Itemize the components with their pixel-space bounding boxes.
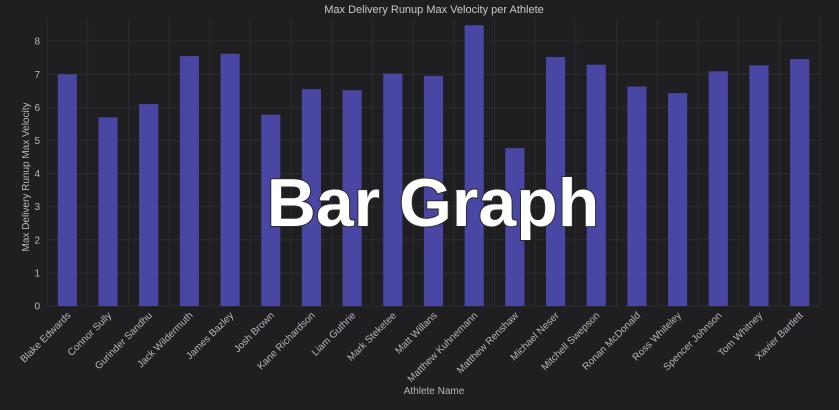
bar: [423, 75, 444, 307]
x-tick-label: Josh Brown: [232, 310, 277, 355]
grid-lines: [46, 18, 821, 307]
bar: [301, 89, 322, 306]
x-tick-label: Blake Edwards: [19, 310, 74, 365]
bar: [261, 114, 281, 306]
y-tick-label: 0: [34, 302, 40, 313]
watermark-overlay: Bar Graph: [267, 165, 600, 241]
bar: [790, 59, 810, 306]
bar: [708, 71, 728, 306]
y-tick-label: 1: [34, 268, 40, 279]
y-tick-label: 8: [34, 37, 40, 48]
bar: [98, 117, 118, 306]
bar: [179, 56, 199, 306]
bar: [505, 148, 525, 306]
x-axis-label: Athlete Name: [404, 386, 465, 397]
bar: [57, 74, 77, 306]
bar: [586, 64, 606, 306]
y-tick-label: 4: [34, 169, 40, 180]
y-tick-labels: 0 1 2 3 4 5 6 7 8: [34, 37, 40, 313]
bar: [139, 104, 159, 306]
y-axis-label: Max Delivery Runup Max Velocity: [21, 103, 32, 252]
bar: [668, 93, 688, 306]
bars-group: [57, 25, 810, 307]
x-tick-label: Matthew Kuhnemann: [406, 310, 481, 385]
bar: [342, 90, 362, 306]
bar: [749, 65, 769, 307]
y-tick-label: 6: [34, 103, 40, 114]
bar: [545, 57, 566, 306]
bar: [464, 25, 484, 307]
bar: [627, 86, 647, 306]
bar: [220, 53, 240, 306]
bar: [383, 73, 403, 306]
chart-title: Max Delivery Runup Max Velocity per Athl…: [324, 4, 544, 16]
y-tick-label: 5: [34, 136, 40, 147]
y-tick-label: 2: [34, 235, 40, 246]
y-tick-label: 3: [34, 202, 40, 213]
y-tick-label: 7: [34, 70, 40, 81]
